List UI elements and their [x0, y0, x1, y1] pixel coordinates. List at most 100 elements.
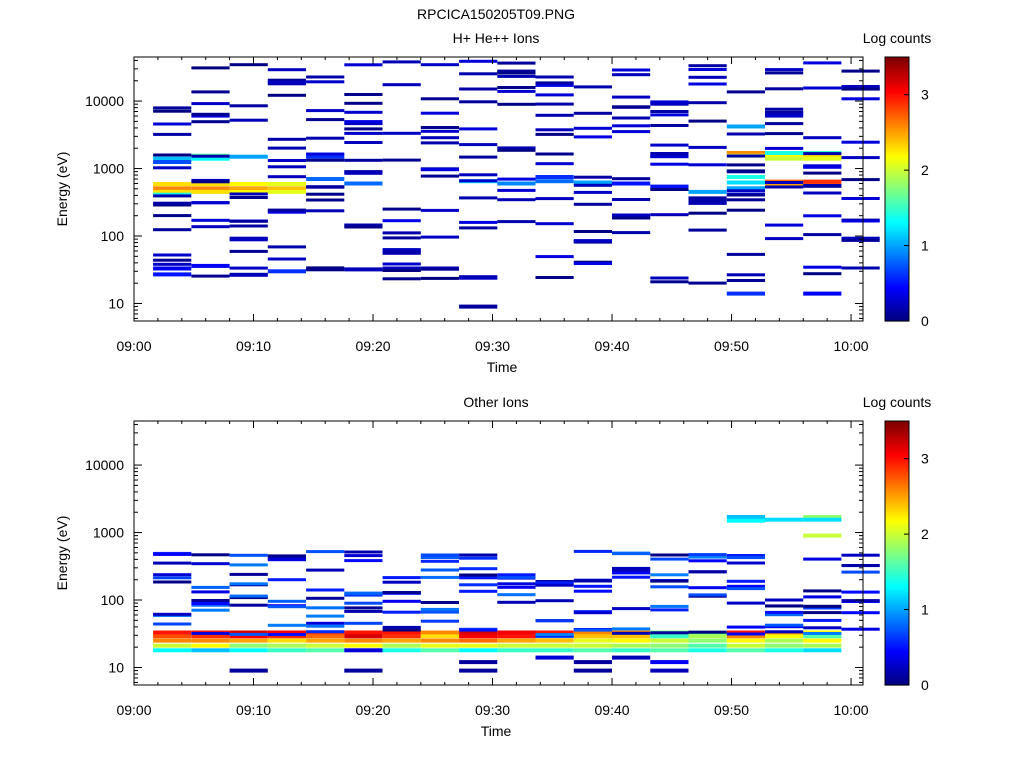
spectrogram-cell: [153, 132, 192, 136]
spectrogram-cell: [688, 68, 727, 71]
spectrogram-cell: [153, 573, 192, 577]
spectrogram-cell: [650, 668, 689, 673]
spectrogram-cell: [306, 75, 345, 79]
spectrogram-cell: [344, 559, 383, 563]
colorbar-segment: [885, 590, 909, 594]
colorbar-segment: [885, 259, 909, 263]
colorbar-segment: [885, 676, 909, 679]
spectrogram-cell: [344, 223, 383, 227]
spectrogram-cell: [191, 66, 230, 70]
spectrogram-cell: [688, 281, 727, 285]
spectrogram-cell: [459, 573, 498, 577]
spectrogram-cell: [459, 634, 498, 639]
colorbar-segment: [885, 660, 909, 664]
spectrogram-cell: [726, 638, 765, 643]
spectrogram-cell: [688, 643, 727, 648]
spectrogram-cell: [153, 201, 192, 205]
spectrogram-cell: [573, 85, 612, 89]
y-tick-label: 100: [101, 228, 125, 244]
colorbar-segment: [885, 169, 909, 172]
spectrogram-cell: [267, 630, 306, 635]
spectrogram-cell: [497, 177, 536, 181]
spectrogram-cell: [344, 131, 383, 135]
spectrogram-cell: [497, 643, 536, 648]
spectrogram-cell: [420, 610, 459, 614]
colorbar-segment: [885, 487, 909, 490]
panel-h-he-ions: H+ He++ Ions 09:00 09:10 09:20 09:30 09:40 09…: [54, 30, 931, 375]
spectrogram-cell: [726, 554, 765, 557]
spectrogram-cell: [497, 69, 536, 73]
colorbar-segment: [885, 520, 909, 523]
colorbar-segment: [885, 61, 909, 65]
spectrogram-cell: [267, 210, 306, 214]
spectrogram-cell: [650, 110, 689, 113]
spectrogram-cell: [267, 634, 306, 639]
spectrogram-cell: [420, 235, 459, 239]
spectrogram-cell: [535, 633, 574, 637]
colorbar-tick-label: 0: [921, 677, 929, 693]
spectrogram-cell: [535, 128, 574, 132]
spectrogram-cell: [688, 593, 727, 597]
colorbar-segment: [885, 548, 909, 552]
spectrogram-cell: [726, 198, 765, 202]
spectrogram-cell: [382, 158, 421, 162]
spectrogram-cell: [841, 85, 880, 88]
colorbar-segment: [885, 454, 909, 457]
colorbar-segment: [885, 261, 909, 265]
colorbar-segment: [885, 228, 909, 232]
spectrogram-cell: [535, 102, 574, 106]
spectrogram-cell: [841, 97, 880, 101]
spectrogram-cell: [688, 75, 727, 79]
colorbar-segment: [885, 85, 909, 89]
spectrogram-cell: [650, 553, 689, 557]
spectrogram-cell: [650, 585, 689, 589]
colorbar-segment: [885, 533, 909, 536]
spectrogram-cells: [153, 515, 880, 673]
spectrogram-cell: [382, 262, 421, 266]
spectrogram-cell: [612, 566, 651, 570]
spectrogram-cell: [267, 633, 306, 637]
colorbar-segment: [885, 597, 909, 600]
spectrogram-cell: [306, 634, 345, 639]
colorbar-segment: [885, 92, 909, 95]
spectrogram-cell: [267, 137, 306, 141]
spectrogram-cell: [191, 585, 230, 589]
spectrogram-cell: [420, 634, 459, 639]
spectrogram-cell: [229, 189, 268, 194]
colorbar-segment: [885, 667, 909, 671]
spectrogram-cell: [267, 554, 306, 558]
spectrogram-cell: [420, 63, 459, 67]
y-axis-label: Energy (eV): [54, 516, 70, 591]
colorbar-segment: [885, 189, 909, 192]
spectrogram-cell: [803, 638, 842, 643]
colorbar-segment: [885, 279, 909, 282]
spectrogram-cell: [153, 576, 192, 580]
spectrogram-cell: [688, 101, 727, 105]
spectrogram-cell: [688, 648, 727, 653]
colorbar-segment: [885, 292, 909, 296]
spectrogram-cell: [497, 593, 536, 597]
spectrogram-cell: [382, 591, 421, 594]
x-tick-label: 09:20: [355, 338, 390, 354]
colorbar-segment: [885, 427, 909, 431]
spectrogram-cell: [535, 630, 574, 635]
spectrogram-cell: [612, 571, 651, 575]
spectrogram-cell: [573, 638, 612, 643]
spectrogram-cells: [153, 59, 880, 309]
spectrogram-cell: [688, 196, 727, 200]
spectrogram-cell: [497, 181, 536, 186]
colorbar-segment: [885, 116, 909, 120]
colorbar-segment: [885, 235, 909, 238]
spectrogram-cell: [267, 146, 306, 150]
spectrogram-cell: [650, 648, 689, 653]
x-tick-label: 09:40: [595, 702, 630, 718]
spectrogram-cell: [382, 207, 421, 211]
x-tick-label: 10:00: [834, 702, 869, 718]
spectrogram-cell: [306, 177, 345, 181]
colorbar-segment: [885, 248, 909, 252]
spectrogram-cell: [153, 561, 192, 565]
colorbar-segment: [885, 621, 909, 624]
colorbar-segment: [885, 134, 909, 137]
spectrogram-cell: [344, 648, 383, 653]
